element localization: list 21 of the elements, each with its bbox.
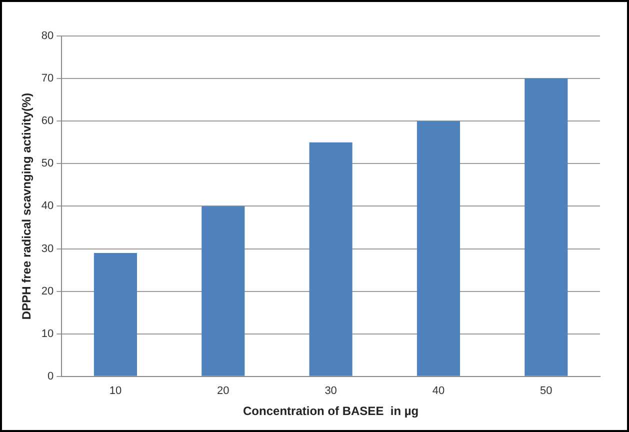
bar [202,206,245,376]
x-tick-label: 50 [540,385,552,398]
bar [524,78,568,376]
x-tick-label: 30 [324,385,337,398]
x-tick-label: 40 [432,385,445,398]
y-tick-label: 0 [48,370,54,382]
y-axis-title: DPPH free radical scavnging activity(%) [20,92,34,320]
y-tick-label: 40 [41,200,54,212]
y-tick-label: 10 [41,328,54,340]
y-tick-label: 20 [41,285,54,298]
x-tick-label: 20 [217,385,230,398]
y-tick-label: 60 [41,115,54,128]
x-tick-label: 10 [109,385,122,398]
y-tick-label: 50 [41,158,54,170]
bar [94,253,138,376]
bar [309,142,352,376]
y-tick-label: 80 [41,30,54,42]
bar [416,121,460,376]
y-tick-label: 30 [41,242,54,255]
x-axis-title: Concentration of BASEE in µg [243,404,419,418]
y-tick-label: 70 [41,72,54,85]
